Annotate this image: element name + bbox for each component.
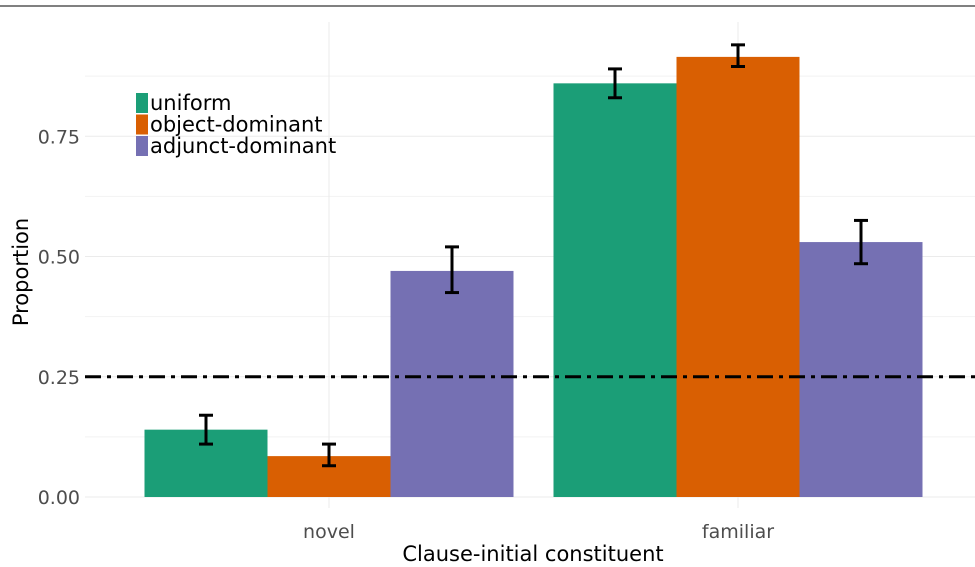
x-axis-tick-labels: novel familiar [303,521,774,543]
legend-swatch-adjunct-dominant [136,136,148,156]
error-bars-group [199,43,868,468]
legend-label-adjunct-dominant: adjunct-dominant [150,134,336,158]
legend-label-uniform: uniform [150,91,231,115]
error-bar-uniform-familiar [608,67,622,100]
bars-group [144,56,923,497]
x-tick-label-familiar: familiar [702,521,774,543]
x-tick-label-novel: novel [303,521,355,543]
bar-adjunct-dominant-novel [390,270,514,497]
y-tick-label-0: 0.00 [38,487,80,509]
legend-swatch-object-dominant [136,114,148,135]
bar-object-dominant-familiar [676,56,800,497]
y-tick-label-1: 0.25 [38,367,80,389]
bar-adjunct-dominant-familiar [799,242,923,497]
y-tick-label-2: 0.50 [38,247,80,269]
error-bar-uniform-novel [199,413,213,446]
legend-label-object-dominant: object-dominant [150,113,322,137]
error-bar-object-dominant-familiar [731,43,745,69]
y-axis-title: Proportion [9,218,33,326]
x-axis-title: Clause-initial constituent [402,542,663,566]
error-bar-object-dominant-novel [322,442,336,468]
y-tick-label-3: 0.75 [38,126,80,148]
legend-swatch-uniform [136,93,148,113]
bar-uniform-familiar [553,83,677,497]
error-bar-adjunct-dominant-familiar [854,218,868,266]
y-axis-tick-labels: 0.00 0.25 0.50 0.75 [38,126,80,509]
error-bar-adjunct-dominant-novel [445,245,459,295]
